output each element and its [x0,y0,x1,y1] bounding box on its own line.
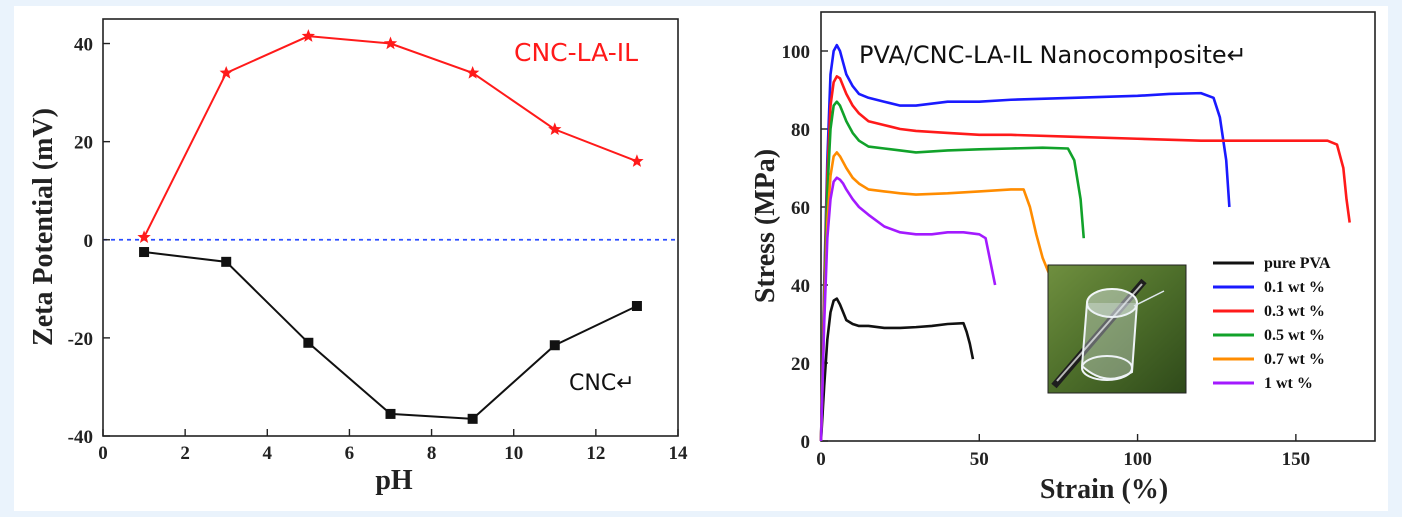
legend-label-1-wt: 1 wt % [1264,375,1313,392]
zeta-chart: 0 2 4 6 8 10 12 14 -40 -20 0 20 40 pH Zeta Potentia… [28,18,688,496]
zeta-point-cnc [631,300,642,311]
stress-y-tick-label: 0 [801,432,811,453]
zeta-point-cnc-la-il [548,122,562,136]
zeta-y-tick-label: -40 [68,427,93,448]
series-label-cnc-la-il: CNC-LA-IL [514,38,638,67]
zeta-point-cnc [385,408,396,419]
zeta-x-tick-label: 10 [504,443,523,464]
zeta-x-tick-label: 4 [263,443,273,464]
stress-curve-1-wt [819,176,997,442]
stress-x-tick-label: 0 [816,449,826,470]
legend-label-0-1-wt: 0.1 wt % [1264,279,1325,296]
legend-label-0-5-wt: 0.5 wt % [1264,327,1325,344]
zeta-x-tick-label: 14 [669,443,689,464]
zeta-line-cnc [143,251,638,420]
stress-curve-0-7-wt [819,151,1051,442]
stress-legend: pure PVA 0.1 wt % 0.3 wt % 0.5 wt % 0.7 wt %… [1213,255,1331,392]
legend-label-0-7-wt: 0.7 wt % [1264,351,1325,368]
zeta-point-cnc [139,247,150,258]
stress-curve-0-1-wt [819,43,1231,442]
zeta-point-cnc-la-il [137,230,151,243]
zeta-point-cnc-la-il [465,65,480,79]
stress-y-axis-label: Stress (MPa) [750,149,781,303]
zeta-x-tick-label: 2 [180,443,190,464]
zeta-series-group [137,29,644,424]
zeta-y-tick-label: 40 [74,35,93,56]
stress-strain-chart: 0 50 100 150 0 20 40 60 80 100 PVA/CNC-LA-IL Nan… [750,11,1376,505]
zeta-y-tick-label: 0 [84,231,94,252]
stress-x-tick-label: 50 [970,449,989,470]
stress-series-group [819,43,1351,442]
stress-y-tick-label: 60 [791,198,810,219]
zeta-x-tick-label: 6 [345,443,355,464]
zeta-point-cnc [467,413,478,424]
stress-x-tick-label: 100 [1123,449,1152,470]
zeta-y-tick-label: 20 [74,133,93,154]
zeta-x-tick-label: 12 [586,443,605,464]
zeta-point-cnc-la-il [301,29,316,42]
inset-sample-photo [1047,264,1187,394]
series-label-cnc: CNC↵ [569,371,635,396]
figure-panel: 0 2 4 6 8 10 12 14 -40 -20 0 20 40 pH Zeta Potentia… [14,6,1388,511]
zeta-point-cnc [221,256,232,267]
zeta-y-axis-label: Zeta Potential (mV) [28,108,59,346]
zeta-x-tick-label: 8 [427,443,437,464]
stress-curve-0-5-wt [819,100,1086,442]
stress-y-tick-label: 80 [791,120,810,141]
zeta-y-ticks: -40 -20 0 20 40 [68,35,110,448]
legend-label-pure-pva: pure PVA [1264,255,1331,272]
zeta-x-ticks: 0 2 4 6 8 10 12 14 [98,429,688,464]
stress-plot-frame [820,11,1376,442]
stress-curve-0-3-wt [819,75,1351,442]
zeta-plot-frame [102,18,679,437]
zeta-point-cnc-la-il [383,36,398,50]
stress-y-tick-label: 100 [782,42,811,63]
stress-curve-pure-pva [819,297,975,442]
stress-x-axis-label: Strain (%) [1040,474,1168,505]
zeta-point-cnc [303,337,314,348]
stress-y-tick-label: 20 [791,354,810,375]
zeta-y-tick-label: -20 [68,329,93,350]
legend-label-0-3-wt: 0.3 wt % [1264,303,1325,320]
zeta-series-cnc [139,247,642,424]
zeta-x-axis-label: pH [375,465,413,496]
zeta-x-tick-label: 0 [98,443,108,464]
figure-canvas: 0 2 4 6 8 10 12 14 -40 -20 0 20 40 pH Zeta Potentia… [28,11,1376,505]
stress-x-tick-label: 150 [1282,449,1311,470]
zeta-point-cnc [549,340,560,351]
zeta-point-cnc-la-il [219,65,233,79]
stress-y-tick-label: 40 [791,276,810,297]
stress-x-ticks: 0 50 100 150 [816,434,1310,470]
zeta-series-cnc-la-il [137,29,644,243]
stress-y-ticks: 0 20 40 60 80 100 [782,42,828,453]
stress-chart-title: PVA/CNC-LA-IL Nanocomposite↵ [859,41,1247,69]
zeta-point-cnc-la-il [630,154,644,167]
